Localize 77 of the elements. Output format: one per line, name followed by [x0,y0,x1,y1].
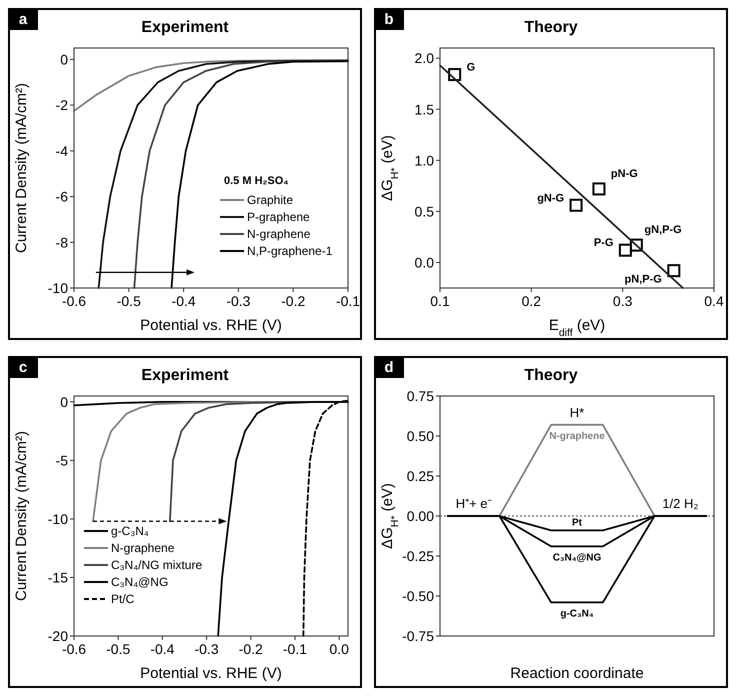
y-tick-label: -20 [48,628,68,644]
series-label: N-graphene [549,430,606,442]
y-tick-label: 0.00 [406,508,434,524]
legend-label: P-graphene [247,210,310,224]
legend-label: C₃N₄/NG mixture [111,558,202,572]
x-axis-title: Potential vs. RHE (V) [140,317,282,334]
x-tick-label: -0.4 [172,293,196,309]
y-tick-label: 0.75 [406,388,434,404]
chart-title: Theory [524,367,578,384]
annotation: P-G [594,237,614,250]
x-tick-label: -0.5 [116,293,142,309]
annotation: 1/2 H₂ [662,496,698,511]
x-axis-title: E$_{diff}$ (eV) [548,317,606,339]
x-tick-label: -0.5 [106,641,130,657]
annotation: G [466,62,476,74]
y-axis-title: Current Density (mA/cm²) [13,430,30,602]
x-tick-label: 0.0 [329,641,350,657]
y-tick-label: 1.5 [414,101,434,118]
annotation: H* [570,404,584,420]
x-tick-label: 0.2 [522,293,542,309]
x-tick-label: -0.6 [62,293,86,309]
legend-label: Pt/C [111,592,135,606]
series-label: Pt [572,517,583,528]
text: c [18,359,28,376]
y-tick-label: 0 [60,394,68,410]
annotation: gN,P-G [644,224,682,236]
x-tick-label: -0.2 [238,641,264,657]
annotation: pN-G [610,168,638,180]
x-tick-label: 0.3 [612,293,633,309]
series-label: C₃N₄@NG [552,552,602,564]
y-tick-label: 0.0 [414,254,434,270]
y-tick-label: -15 [48,569,68,586]
x-tick-label: -0.3 [226,293,251,309]
y-tick-label: -10 [48,510,68,527]
text: a [18,11,28,28]
y-tick-label: -0.25 [402,548,434,564]
y-tick-label: 0.50 [406,428,434,444]
text: d [384,359,394,376]
legend-label: g-C₃N₄ [111,524,149,538]
x-tick-label: -0.1 [282,641,308,657]
legend-label: N-graphene [111,541,175,555]
x-tick-label: -0.4 [150,641,175,657]
y-tick-label: 2.0 [414,50,434,66]
chart-title: Theory [524,19,578,36]
legend-label: C₃N₄@NG [111,575,168,589]
x-tick-label: -0.3 [194,641,219,657]
y-tick-label: 0.25 [406,468,434,484]
y-tick-label: -8 [56,234,68,250]
legend-label: N-graphene [247,227,311,241]
x-tick-label: -0.2 [281,293,306,309]
legend-label: N,P-graphene-1 [247,244,333,258]
annotation: H⁺+ e⁻ [456,496,492,511]
legend-label: Graphite [247,193,294,207]
x-tick-label: 0.4 [704,293,724,309]
y-tick-label: -4 [56,142,68,159]
y-tick-label: -0.75 [402,628,434,644]
annotation: pN,P-G [624,274,662,286]
chart-title: Experiment [141,367,230,384]
annotation: gN-G [537,192,564,204]
x-tick-label: -0.1 [336,293,360,309]
x-axis-title: Reaction coordinate [510,665,644,682]
y-tick-label: -6 [56,188,68,205]
x-tick-label: 0.1 [430,293,450,309]
y-tick-label: 1.0 [414,152,434,168]
text: b [384,11,394,28]
x-axis-title: Potential vs. RHE (V) [140,665,282,682]
y-tick-label: -10 [48,280,68,296]
series-label: g-C₃N₄ [560,608,594,620]
y-tick-label: -0.50 [402,588,434,604]
x-tick-label: -0.6 [62,641,86,657]
chart-title: Experiment [141,19,230,36]
y-axis-title: Current Density (mA/cm²) [13,82,30,254]
y-tick-label: 0.5 [414,203,434,220]
y-tick-label: -2 [56,97,68,114]
y-tick-label: -5 [56,452,68,468]
legend-title: 0.5 M H₂SO₄ [224,175,289,187]
y-tick-label: 0 [60,51,68,68]
